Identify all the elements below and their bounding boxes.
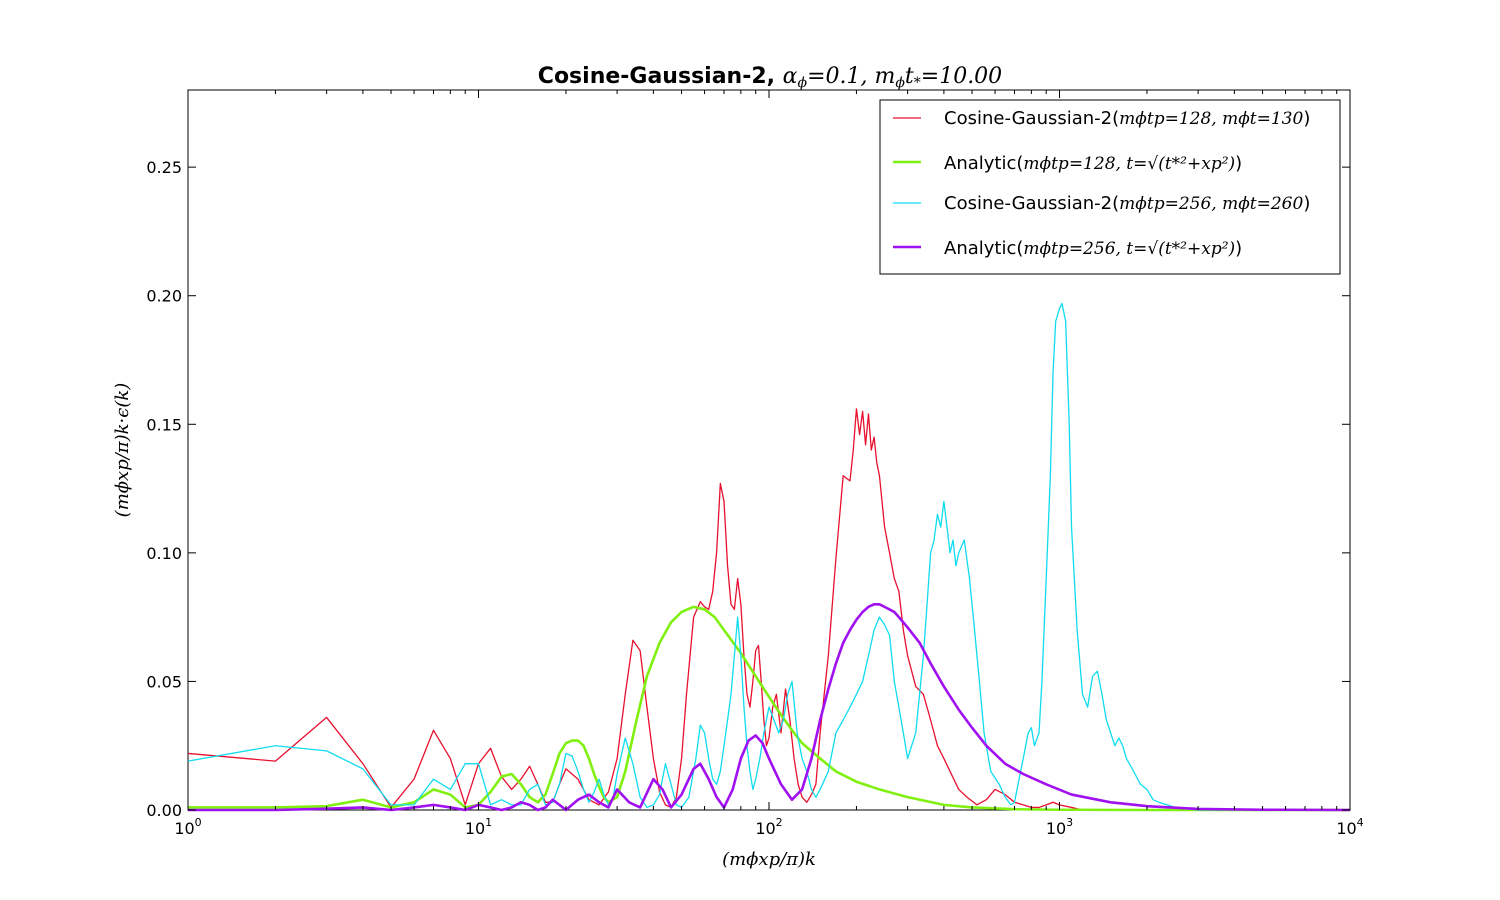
y-tick-label: 0.00 bbox=[146, 801, 182, 820]
legend: Cosine-Gaussian-2(mϕtp=128, mϕt=130) Ana… bbox=[879, 99, 1341, 275]
y-tick-label: 0.05 bbox=[146, 672, 182, 691]
y-tick-label: 0.10 bbox=[146, 544, 182, 563]
series-line-4 bbox=[188, 602, 1351, 812]
legend-entry-series-3: Cosine-Gaussian-2(mϕtp=256, mϕt=260) bbox=[944, 193, 1310, 214]
y-tick-label: 0.20 bbox=[146, 287, 182, 306]
series-line-3 bbox=[187, 302, 1350, 811]
x-tick-label: 102 bbox=[755, 816, 782, 838]
tick-layer: 100 101 102 103 104 0.00 0.05 0.10 0.15 0.20 0.25 bbox=[146, 90, 1364, 838]
x-tick-label: 101 bbox=[465, 816, 492, 838]
legend-box bbox=[879, 99, 1341, 275]
chart-title: Cosine-Gaussian-2, αϕ=0.1, mϕt*=10.00 bbox=[538, 64, 1002, 91]
chart-title-text: Cosine-Gaussian-2, αϕ=0.1, mϕt*=10.00 bbox=[538, 64, 1002, 91]
series-layer bbox=[187, 302, 1351, 812]
y-axis-label: (mϕxp/π)k·ϵ(k) bbox=[112, 383, 133, 518]
x-axis-label: (mϕxp/π)k bbox=[722, 849, 816, 870]
legend-entry-series-2: Analytic(mϕtp=128, t=√(t*²+xp²)) bbox=[944, 153, 1242, 174]
x-tick-label: 104 bbox=[1336, 816, 1363, 838]
legend-entry-series-4: Analytic(mϕtp=256, t=√(t*²+xp²)) bbox=[944, 238, 1242, 259]
y-tick-label: 0.25 bbox=[146, 158, 182, 177]
legend-entry-series-1: Cosine-Gaussian-2(mϕtp=128, mϕt=130) bbox=[944, 108, 1310, 129]
x-tick-label: 103 bbox=[1046, 816, 1073, 838]
x-tick-label: 100 bbox=[174, 816, 201, 838]
series-line-1 bbox=[187, 408, 1350, 811]
y-tick-label: 0.15 bbox=[146, 415, 182, 434]
